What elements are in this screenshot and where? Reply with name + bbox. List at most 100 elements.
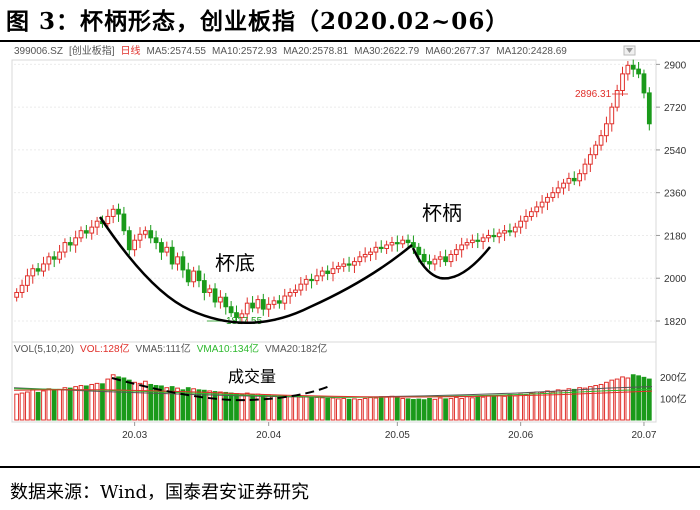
candle-down bbox=[51, 256, 57, 260]
candle-up bbox=[244, 302, 250, 315]
candle-up bbox=[582, 163, 588, 175]
volume-header-item: VMA20:182亿 bbox=[265, 342, 327, 355]
volume-bar bbox=[142, 380, 148, 421]
candle-up bbox=[432, 258, 438, 265]
volume-bar bbox=[159, 385, 164, 421]
candle-up bbox=[303, 278, 309, 285]
volume-bar bbox=[84, 385, 89, 421]
candle-up bbox=[614, 90, 620, 108]
volume-bar bbox=[57, 388, 62, 421]
candle-down bbox=[443, 256, 448, 263]
volume-tick-label: 100亿 bbox=[660, 392, 687, 405]
cup-curve bbox=[98, 216, 413, 324]
candle-up bbox=[459, 244, 465, 251]
candle-up bbox=[555, 187, 561, 194]
candle-up bbox=[41, 263, 46, 272]
header-item: MA10:2572.93 bbox=[212, 46, 277, 57]
volume-axis: 200亿 100亿 bbox=[660, 371, 687, 406]
volume-panel-frame bbox=[11, 341, 657, 423]
volume-bar bbox=[78, 385, 84, 421]
candle-down bbox=[121, 213, 127, 232]
candle-down bbox=[169, 246, 175, 265]
candle-up bbox=[486, 234, 491, 239]
candle-up bbox=[266, 303, 272, 310]
header-item: [创业板指] bbox=[69, 44, 115, 57]
candle-up bbox=[142, 230, 148, 235]
volume-bar bbox=[394, 396, 400, 421]
volume-tick-label: 200亿 bbox=[660, 371, 687, 384]
volume-bar bbox=[357, 399, 363, 421]
volume-bar bbox=[491, 396, 497, 421]
price-tick-label: 2360 bbox=[664, 189, 687, 200]
volume-bar bbox=[105, 378, 111, 421]
candle-down bbox=[260, 299, 266, 310]
bottom-rule bbox=[0, 466, 700, 468]
candle-down bbox=[405, 239, 411, 244]
volume-bar bbox=[100, 383, 105, 421]
volume-bar bbox=[201, 389, 207, 421]
volume-bar bbox=[609, 379, 615, 421]
volume-header-item: VMA10:134亿 bbox=[197, 342, 259, 355]
volume-bar bbox=[496, 394, 502, 421]
candle-down bbox=[630, 64, 636, 70]
vma-line bbox=[13, 389, 653, 398]
candle-down bbox=[641, 73, 647, 94]
candle-up bbox=[89, 226, 95, 234]
price-tick-label: 2000 bbox=[664, 274, 687, 285]
candle-up bbox=[319, 270, 325, 277]
price-tick-label: 2900 bbox=[664, 60, 687, 71]
price-panel-frame bbox=[11, 59, 657, 343]
candle-up bbox=[218, 296, 223, 303]
candle-up bbox=[523, 215, 529, 222]
volume-bar bbox=[421, 399, 427, 421]
candle-up bbox=[453, 249, 459, 255]
volume-bar bbox=[309, 397, 314, 421]
settings-icon[interactable] bbox=[623, 45, 636, 56]
date-tick-label: 20.05 bbox=[385, 430, 410, 441]
candle-up bbox=[341, 263, 347, 267]
volume-bar bbox=[571, 388, 577, 421]
volume-bar bbox=[126, 379, 132, 421]
candle-up bbox=[255, 299, 261, 309]
candle-up bbox=[480, 237, 486, 242]
candle-up bbox=[335, 265, 341, 270]
top-rule bbox=[0, 40, 700, 42]
volume-bar bbox=[255, 393, 261, 421]
date-tick-label: 20.07 bbox=[631, 430, 656, 441]
candle-up bbox=[73, 237, 79, 246]
volume-bar bbox=[389, 395, 395, 421]
candle-down bbox=[475, 239, 481, 242]
volume-bar bbox=[577, 387, 582, 421]
candle-up bbox=[577, 173, 582, 182]
volume-bar bbox=[116, 376, 121, 421]
candle-up bbox=[287, 291, 293, 297]
candle-down bbox=[427, 261, 432, 265]
volume-bar bbox=[287, 396, 293, 421]
candle-up bbox=[534, 206, 540, 213]
volume-bar bbox=[319, 397, 325, 421]
candle-up bbox=[593, 144, 599, 156]
candle-up bbox=[207, 288, 213, 293]
volume-bar bbox=[352, 398, 357, 421]
candle-up bbox=[271, 300, 277, 305]
candle-up bbox=[314, 275, 320, 282]
candle-up bbox=[512, 226, 518, 233]
volume-bar bbox=[480, 396, 486, 421]
candle-up bbox=[598, 135, 604, 146]
candle-down bbox=[180, 256, 186, 271]
volume-label: 成交量 bbox=[228, 368, 276, 386]
candle-down bbox=[126, 230, 132, 251]
date-axis: 20.03 20.04 20.05 20.06 20.07 bbox=[122, 422, 657, 441]
candle-up bbox=[239, 313, 245, 318]
volume-bar bbox=[282, 395, 288, 421]
candle-up bbox=[464, 242, 470, 246]
volume-bar bbox=[453, 396, 459, 421]
cup-label: 杯底 bbox=[215, 252, 255, 275]
figure-source: 数据来源：Wind，国泰君安证券研究 bbox=[10, 482, 310, 503]
volume-bar bbox=[625, 377, 631, 421]
volume-moving-averages bbox=[13, 386, 653, 398]
grid bbox=[14, 63, 656, 322]
volume-bar bbox=[212, 391, 218, 421]
volume-bar bbox=[132, 381, 138, 421]
candle-up bbox=[437, 256, 443, 260]
